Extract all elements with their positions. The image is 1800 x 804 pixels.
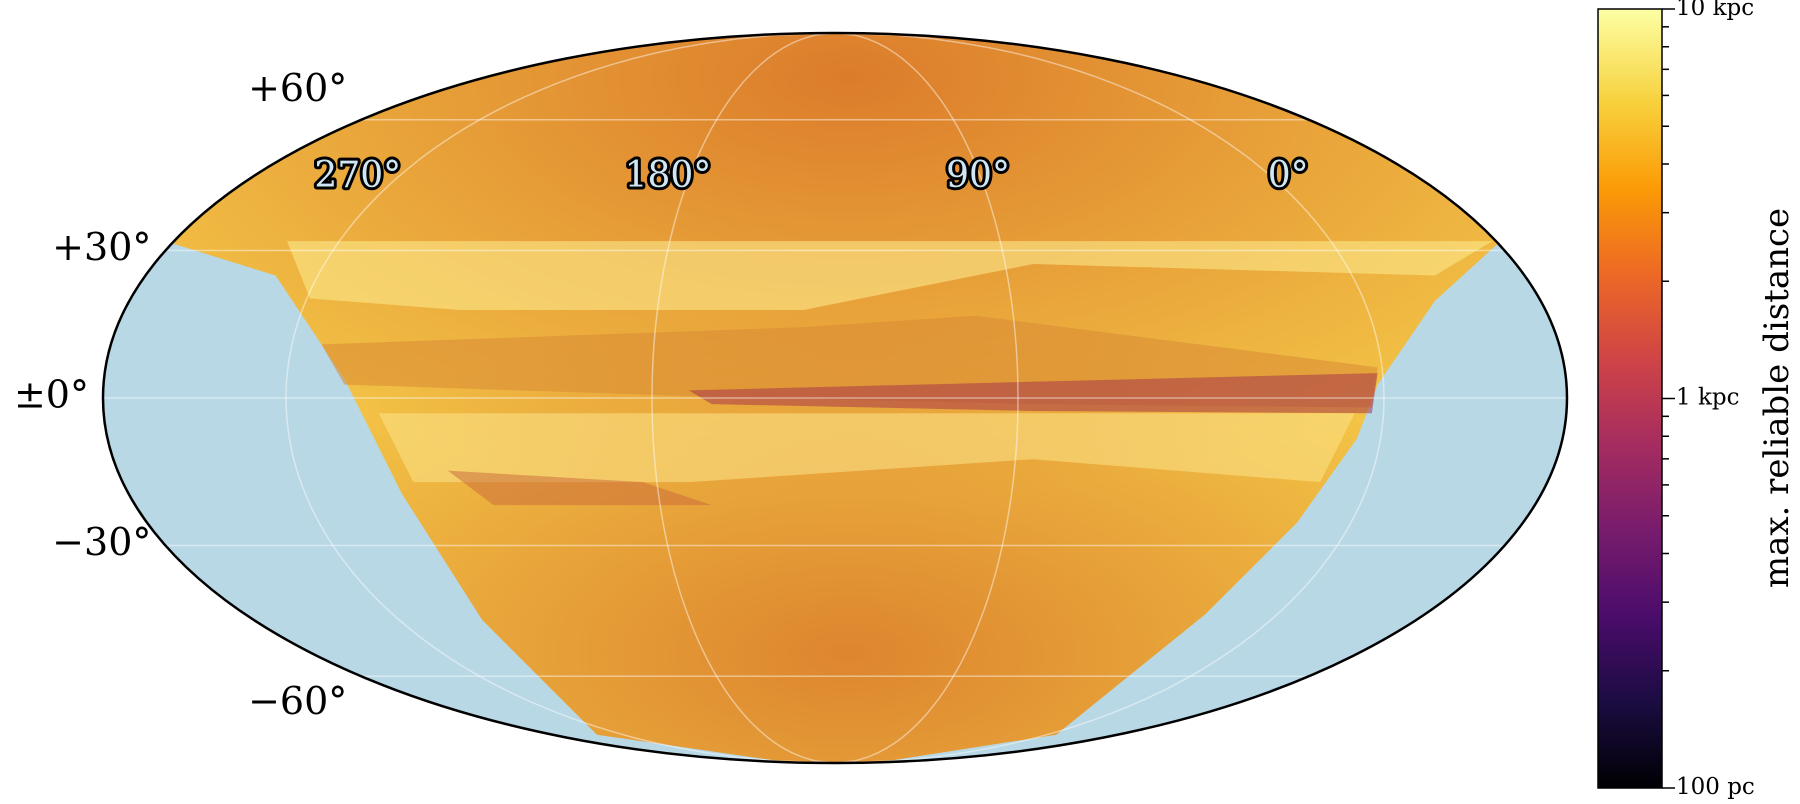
latitude-label: −30° [52,520,151,564]
colorbar-label: max. reliable distance [1757,208,1797,588]
colorbar-tick-label: 1 kpc [1676,385,1740,411]
longitude-label: 180° [625,155,712,196]
colorbar [1597,8,1663,789]
longitude-label: 270° [314,155,401,196]
data-region [103,33,1567,763]
latitude-label: +30° [52,225,151,269]
latitude-label: −60° [248,679,347,723]
meridian [834,32,1019,764]
colorbar-tick-label: 100 pc [1676,774,1755,800]
meridian [834,32,1385,764]
latitude-label: ±0° [14,373,89,417]
meridian [285,32,836,764]
longitude-label: 0° [1268,155,1309,196]
longitude-label: 90° [946,155,1010,196]
colorbar-tick-label: 10 kpc [1676,0,1754,21]
meridian [651,32,836,764]
map-outline [101,31,1569,765]
graticule [103,32,1567,764]
latitude-label: +60° [248,66,347,110]
